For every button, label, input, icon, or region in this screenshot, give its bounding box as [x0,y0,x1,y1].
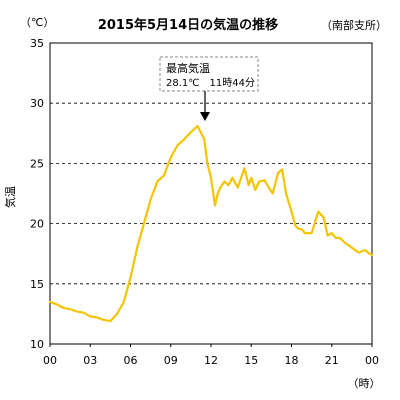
x-tick-label: 06 [124,354,138,367]
data-point [102,319,105,321]
x-unit-label: （時） [348,377,381,390]
data-point [170,156,172,159]
x-tick-label: 00 [43,354,57,367]
annotation-value: 28.1℃ 11時44分 [166,77,255,89]
data-point [331,232,333,234]
data-point [304,232,306,234]
data-point [364,249,367,251]
data-point [241,174,243,177]
data-point [190,131,192,133]
y-tick-label: 10 [30,338,44,351]
data-point [258,180,261,183]
data-point [371,254,373,256]
data-point [196,125,199,127]
data-point [357,251,360,254]
data-point [116,313,118,315]
data-point [368,252,371,255]
data-point [69,308,71,310]
data-point [294,225,297,227]
data-point [285,192,287,195]
y-unit-label: （℃） [20,16,54,29]
y-tick-label: 20 [30,218,44,231]
x-tick-label: 00 [365,354,379,367]
station-label: （南部支所） [321,18,387,32]
data-point [62,307,65,309]
data-point [214,204,216,207]
y-tick-labels: 10 15 20 25 30 35 [30,37,44,351]
data-point [317,210,320,213]
data-point [335,237,337,239]
data-point [143,222,145,225]
y-axis-label: 気温 [3,186,17,208]
data-point [271,192,274,195]
data-point [82,311,85,314]
y-tick-label: 15 [30,278,44,291]
data-point [231,177,234,179]
data-point [96,316,98,319]
data-point [277,172,279,174]
data-point [326,234,329,237]
data-point [163,174,165,177]
data-point [149,198,152,201]
data-point [55,303,58,306]
x-tick-label: 15 [244,354,258,367]
x-tick-label: 18 [285,354,299,367]
data-point [344,242,347,244]
series-points [49,125,373,322]
data-point [301,228,304,231]
y-tick-label: 35 [30,37,44,50]
data-point [136,246,138,249]
data-point [250,177,253,179]
data-point [76,310,78,313]
data-point [223,180,226,183]
y-tick-label: 25 [30,157,44,170]
data-point [351,246,353,249]
data-point [267,186,270,189]
data-point [227,184,230,186]
data-point [310,232,313,234]
data-point [281,168,283,171]
data-point [247,184,250,186]
data-point [219,186,222,189]
data-point [254,189,257,191]
data-point [89,315,92,318]
x-tick-label: 03 [83,354,97,367]
data-point [237,186,239,189]
data-point [206,162,209,165]
data-point [216,192,219,195]
annotation-title: 最高気温 [166,61,210,75]
x-tick-label: 12 [204,354,218,367]
x-tick-label: 21 [325,354,339,367]
data-point [156,180,159,183]
data-point [183,138,185,141]
data-point [210,177,212,179]
annotation-box [159,56,259,92]
data-point [297,227,300,230]
data-point [290,210,293,213]
chart-title: 2015年5月14日の気温の推移 [98,17,278,33]
data-point [322,216,325,219]
data-point [109,320,112,322]
x-tick-labels: 00 03 06 09 12 15 18 21 00 [43,344,379,367]
data-point [243,167,246,169]
data-point [339,237,341,239]
data-point [203,138,206,141]
data-point [263,179,266,182]
annotation-arrow-head [200,112,210,121]
data-point [123,301,125,303]
y-tick-label: 30 [30,97,44,110]
x-tick-label: 09 [164,354,178,367]
data-point [49,301,51,303]
max-temp-annotation: 最高気温 28.1℃ 11時44分 [159,56,259,121]
data-point [176,144,179,147]
data-point [129,277,132,279]
